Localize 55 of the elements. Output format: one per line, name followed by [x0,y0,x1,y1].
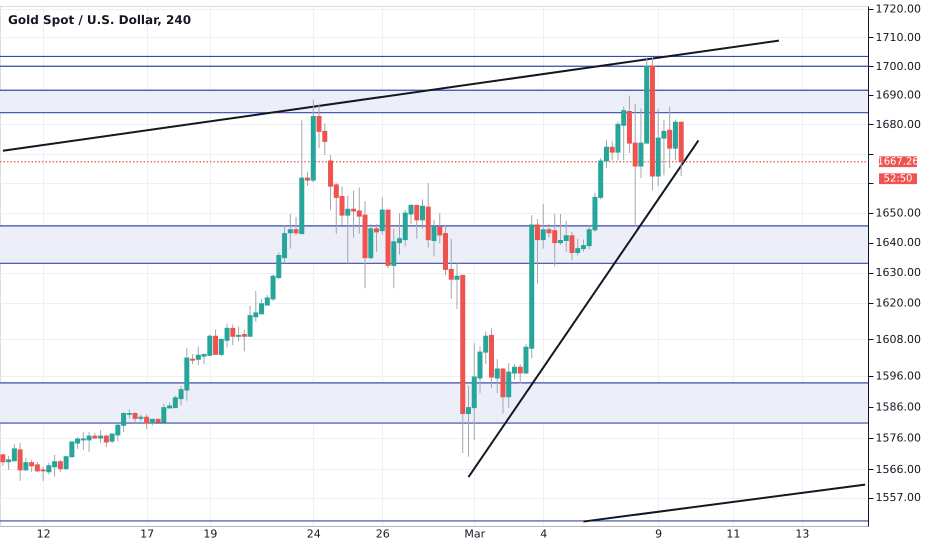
y-tick-label: 1608.00 [876,332,921,346]
candlestick [414,204,420,240]
x-tick-label: 11 [726,528,740,540]
candlestick [58,459,63,472]
candlestick [132,412,138,424]
x-tick-label: 26 [376,528,390,540]
y-tick-label: 1680.00 [876,118,921,131]
y-tick-label: 1620.00 [876,296,921,310]
y-tick-label: 1576.00 [876,432,921,445]
y-tick-label: 1690.00 [876,88,921,102]
text: Gold Spot / U.S. Dollar, 240 [8,13,192,27]
candlestick [104,434,109,448]
candlestick [432,219,436,257]
x-tick-label: 24 [306,528,321,540]
candlestick [610,140,615,161]
candlestick [374,223,380,252]
candlestick [454,262,460,310]
candlestick [18,442,23,482]
candlestick [305,172,310,187]
text: 52:50 [884,174,912,185]
candlestick [213,329,218,355]
candlestick [569,231,574,261]
candlestick [518,364,523,384]
y-tick-label: 1720.00 [876,2,921,16]
x-tick-label: 4 [540,528,548,540]
candlestick [242,329,247,352]
candlestick [144,414,150,430]
candlestick [380,196,385,236]
candlestick [540,204,546,250]
y-tick-label: 1710.00 [876,30,921,44]
y-tick-label: 1596.00 [876,370,921,383]
y-tick-label: 1640.00 [876,236,921,250]
x-tick-label: 17 [140,528,154,540]
candlestick [236,326,242,342]
y-tick-label: 1586.00 [876,400,921,414]
candlestick [230,324,236,346]
y-tick-label: 1630.00 [876,266,921,280]
candlestick [345,195,350,264]
candlestick [0,453,6,466]
y-tick-label: 1557.00 [876,491,921,504]
candlestick [190,354,196,365]
x-tick-label: 9 [655,528,662,540]
x-tick-label: 13 [795,528,810,540]
y-tick-label: 1566.00 [876,462,921,476]
candlestick [98,430,104,444]
candlestick [420,198,426,230]
candlestick [294,216,299,236]
candlestick [23,457,28,472]
x-tick-label: Mar [464,528,486,540]
y-tick-label: 1700.00 [876,60,921,73]
candlestick [534,218,540,284]
y-tick-label: 1650.00 [876,206,921,220]
candlestick [494,358,500,394]
x-tick-label: 12 [36,528,51,540]
x-tick-label: 19 [203,528,218,540]
